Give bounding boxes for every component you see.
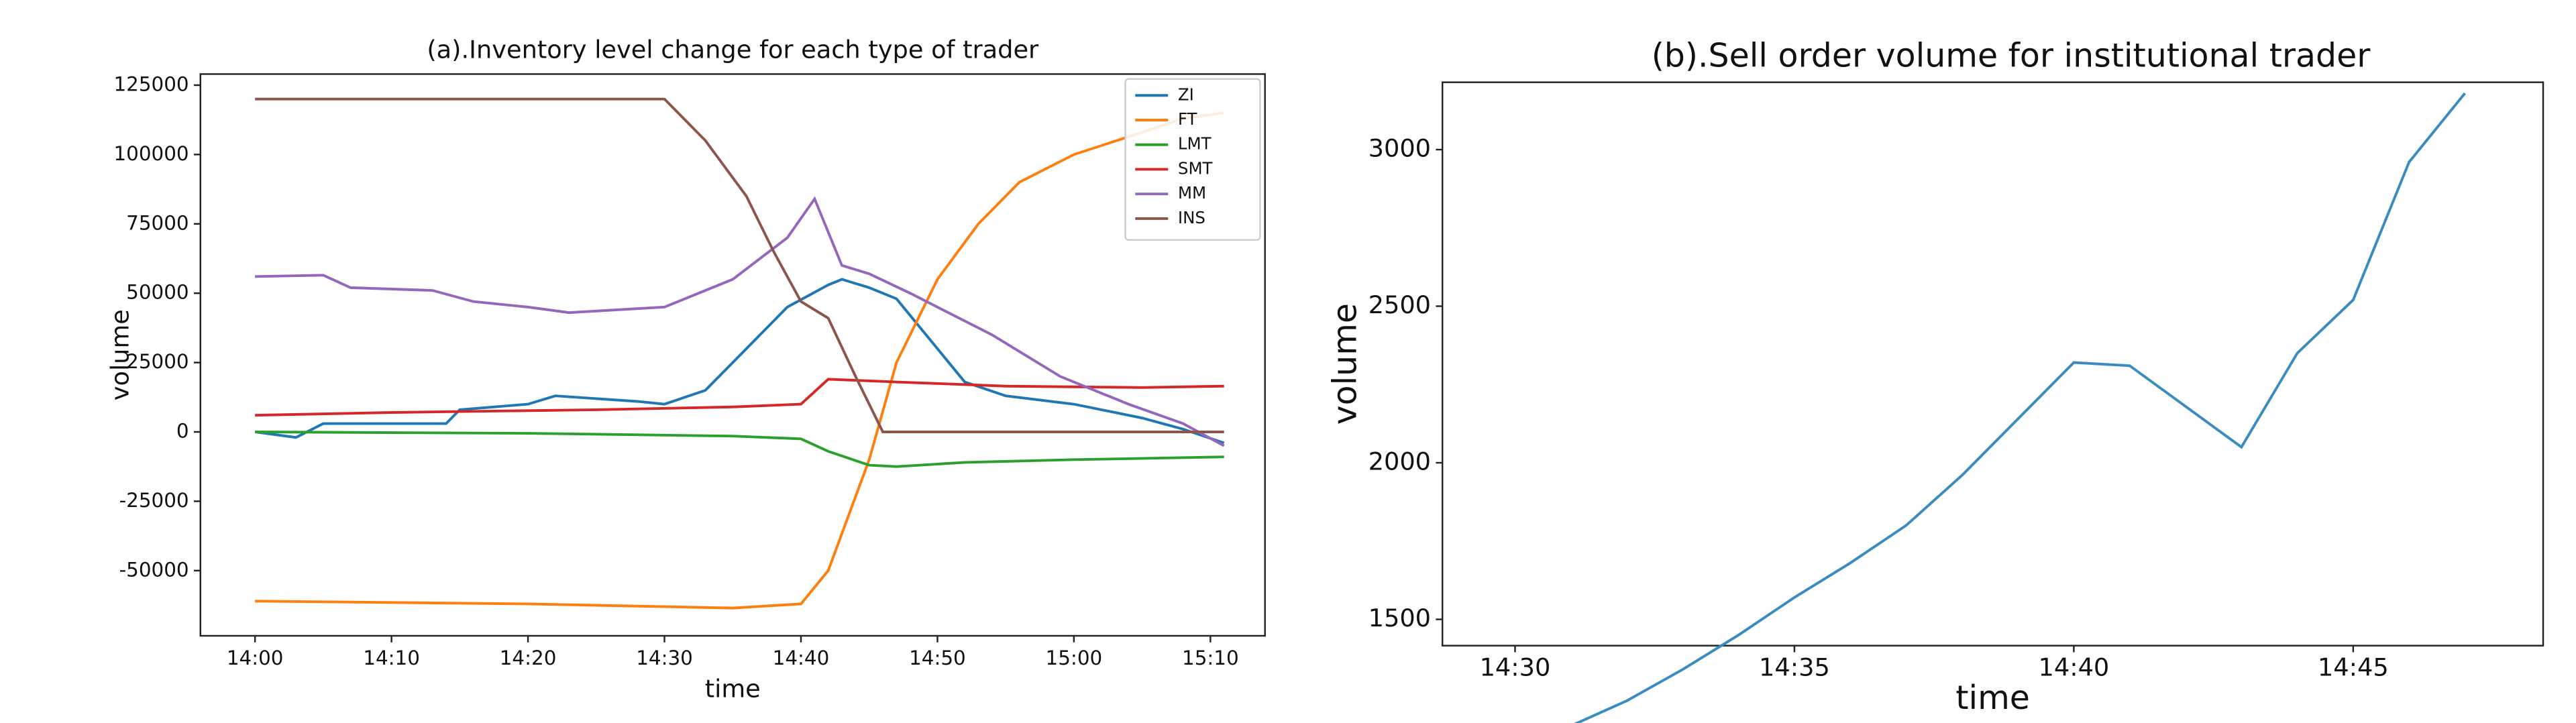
plot-area [199,73,1266,637]
x-axis-label: time [1955,679,2030,717]
y-tick-label: 0 [176,419,189,442]
y-tick-label: 3000 [1368,134,1431,163]
plot-area [1441,81,2544,647]
legend-label: FT [1178,109,1198,129]
x-tick-label: 14:30 [1480,653,1551,681]
x-tick-label: 14:10 [363,647,420,669]
y-tick-label: 2000 [1368,447,1431,476]
x-tick-label: 14:35 [1759,653,1830,681]
series-line [255,97,1224,433]
series-line [255,378,1224,417]
legend-label: LMT [1178,134,1212,154]
x-tick-label: 15:10 [1182,647,1239,669]
y-tick-label: 75000 [126,211,189,234]
chart-title: (b).Sell order volume for institutional … [1652,36,2371,74]
x-tick-label: 14:50 [909,647,966,669]
y-axis-label: volume [1326,303,1364,425]
x-tick-label: 14:00 [227,647,284,669]
series-line [255,196,1225,447]
y-tick-label: 100000 [113,142,189,165]
y-tick-label: 2500 [1368,290,1431,319]
x-axis-label: time [705,674,761,703]
y-axis-label: volume [106,309,135,400]
legend-label: ZI [1178,85,1194,104]
y-tick-label: 50000 [126,281,189,304]
x-tick-label: 15:00 [1046,647,1103,669]
x-tick-label: 14:40 [2038,653,2109,681]
chart-title: (a).Inventory level change for each type… [427,36,1039,64]
x-tick-label: 14:45 [2318,653,2389,681]
x-tick-label: 14:40 [773,647,830,669]
y-tick-label: 125000 [113,72,189,95]
x-tick-label: 14:20 [500,647,557,669]
series-line [1574,92,2466,723]
x-tick-label: 14:30 [636,647,693,669]
y-tick-label: -50000 [119,558,189,581]
y-tick-label: 1500 [1368,604,1431,632]
series-line [255,431,1224,468]
y-tick-label: 25000 [126,350,189,373]
legend-label: MM [1178,183,1206,203]
legend-label: INS [1178,208,1205,227]
y-tick-label: -25000 [119,489,189,512]
legend-label: SMT [1178,158,1214,178]
